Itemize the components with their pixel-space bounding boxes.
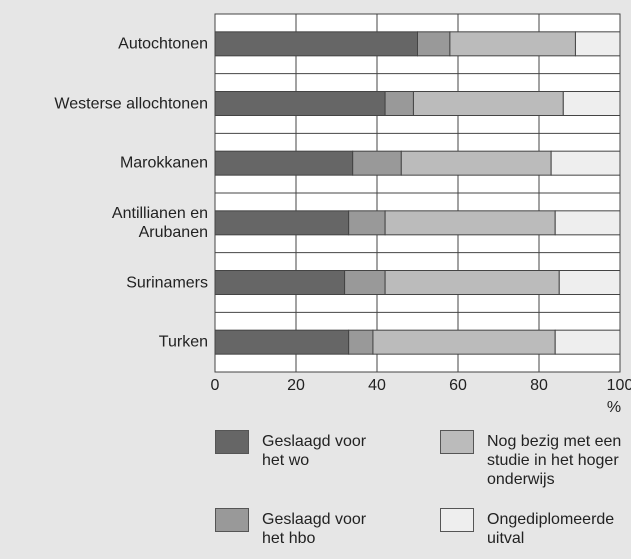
category-label: Autochtonen [118,35,208,53]
bar-segment [550,150,621,176]
legend-swatch [440,430,474,454]
bar-segment [412,91,564,116]
bar-segment [344,270,386,295]
bar-segment [348,210,386,236]
bar-segment [384,270,560,295]
bar-segment [400,150,552,176]
category-label: Marokkanen [119,154,208,172]
bar-segment [554,210,621,236]
legend-label: Geslaagd voor het wo [262,433,367,469]
x-tick-label: 0 [211,377,220,394]
legend-label: Ongediplomeerde uitval [487,511,615,547]
bar-segment [214,31,418,57]
bar-segment [384,210,556,236]
bar-segment [417,31,451,57]
bar-segment [214,329,350,355]
bar-segment [214,270,346,295]
legend-swatch [215,508,249,532]
bar-segment [372,329,556,355]
category-label: Turken [158,333,208,351]
x-tick-label: 60 [449,377,467,394]
legend-swatch [440,508,474,532]
x-tick-label: 40 [368,377,386,394]
bar-segment [348,329,374,355]
x-tick-label: 100 [607,377,631,394]
legend-label: Nog bezig met een studie in het hoger on… [487,433,622,488]
bar-segment [574,31,621,57]
bar-segment [562,91,621,116]
x-tick-label: 80 [530,377,548,394]
bar-segment [449,31,576,57]
category-label: Surinamers [126,274,208,291]
legend-swatch [215,430,249,454]
bar-segment [352,150,402,176]
bar-segment [554,329,621,355]
x-axis-label: % [607,399,621,416]
category-label: Antillianen en Arubanen [111,204,208,241]
x-tick-label: 20 [287,377,305,394]
bar-segment [558,270,621,295]
bar-segment [384,91,414,116]
legend-label: Geslaagd voor het hbo [262,511,367,547]
bar-segment [214,210,350,236]
bar-segment [214,150,354,176]
bar-segment [214,91,386,116]
category-label: Westerse allochtonen [54,95,208,112]
